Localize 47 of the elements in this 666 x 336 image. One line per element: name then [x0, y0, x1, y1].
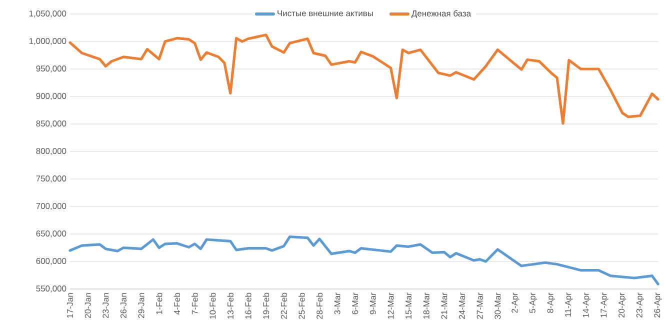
x-tick-label: 3-Mar [334, 292, 340, 314]
x-tick-label: 23-Jan [102, 293, 109, 318]
x-tick-label: 22-Feb [280, 292, 287, 319]
x-tick-label: 6-Mar [352, 292, 358, 314]
x-tick-label: 26-Apr [654, 292, 662, 318]
y-tick-label: 700,000 [36, 203, 66, 210]
y-tick-label: 900,000 [36, 93, 66, 100]
x-tick-label: 2-Apr [512, 292, 520, 313]
x-tick-label: 14-Apr [582, 292, 591, 318]
y-tick-label: 650,000 [36, 230, 66, 238]
x-tick-label: 8-Apr [547, 292, 555, 313]
y-tick-label: 850,000 [36, 120, 66, 128]
x-tick-label: 27-Mar [476, 292, 483, 319]
y-tick-label: 950,000 [36, 66, 66, 72]
x-tick-label: 21-Mar [441, 292, 448, 319]
x-tick-label: 10-Feb [209, 292, 216, 319]
x-tick-label: 11-Apr [565, 292, 573, 317]
x-tick-label: 5-Apr [529, 292, 538, 313]
y-tick-label: 1,050,000 [29, 10, 66, 18]
x-tick-label: 23-Apr [636, 292, 644, 318]
x-tick-label: 9-Mar [370, 292, 376, 314]
x-tick-label: 20-Apr [618, 292, 626, 318]
x-tick-label: 4-Feb [174, 292, 180, 314]
x-tick-label: 26-Jan [120, 293, 126, 318]
x-tick-label: 17-Jan [67, 293, 73, 318]
legend-label: Чистые внешние активы [278, 10, 373, 16]
y-tick-label: 1,000,000 [29, 38, 66, 45]
x-tick-label: 29-Jan [138, 293, 144, 318]
x-tick-label: 16-Feb [245, 292, 252, 319]
x-tick-label: 30-Mar [494, 292, 501, 320]
y-tick-label: 750,000 [36, 176, 66, 182]
x-tick-label: 24-Mar [459, 292, 465, 319]
x-tick-label: 12-Mar [388, 292, 394, 319]
x-tick-label: 20-Jan [84, 293, 91, 318]
y-tick-label: 550,000 [36, 286, 66, 292]
x-tick-label: 7-Feb [192, 292, 198, 314]
x-tick-label: 17-Apr [600, 292, 608, 318]
x-tick-label: 25-Feb [298, 292, 305, 319]
y-tick-label: 600,000 [36, 258, 66, 265]
x-tick-label: 15-Mar [406, 292, 412, 319]
legend-label: Денежная база [412, 10, 472, 18]
y-tick-label: 800,000 [36, 148, 66, 155]
x-tick-label: 18-Mar [423, 292, 430, 319]
x-tick-label: 13-Feb [227, 292, 234, 319]
x-tick-label: 1-Feb [156, 292, 162, 314]
x-tick-label: 28-Feb [316, 292, 323, 319]
x-tick-label: 19-Feb [262, 292, 270, 319]
